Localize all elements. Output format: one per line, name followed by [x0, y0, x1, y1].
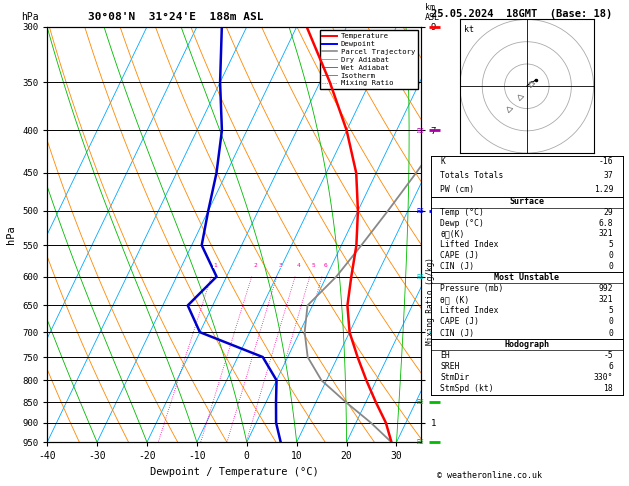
Text: 6: 6 [323, 263, 327, 268]
Text: ≋: ≋ [416, 125, 423, 136]
Text: 5: 5 [608, 240, 613, 249]
Text: 0: 0 [608, 251, 613, 260]
Text: 4: 4 [296, 263, 300, 268]
Text: 0: 0 [608, 317, 613, 327]
Text: 992: 992 [598, 284, 613, 293]
Y-axis label: hPa: hPa [6, 225, 16, 244]
Text: 5: 5 [311, 263, 315, 268]
Text: km
ASL: km ASL [425, 3, 440, 22]
Text: 25.05.2024  18GMT  (Base: 18): 25.05.2024 18GMT (Base: 18) [431, 9, 612, 19]
Text: hPa: hPa [21, 12, 38, 22]
Text: ≋: ≋ [416, 272, 423, 281]
Text: 0: 0 [608, 329, 613, 338]
Text: θᴄ (K): θᴄ (K) [440, 295, 470, 304]
Text: K: K [440, 157, 445, 166]
Text: © weatheronline.co.uk: © weatheronline.co.uk [437, 471, 542, 480]
Text: 37: 37 [603, 171, 613, 180]
Text: PW (cm): PW (cm) [440, 185, 475, 194]
Text: Totals Totals: Totals Totals [440, 171, 504, 180]
Text: 6.8: 6.8 [598, 219, 613, 228]
Text: 330°: 330° [594, 373, 613, 382]
Text: Lifted Index: Lifted Index [440, 240, 499, 249]
Text: CAPE (J): CAPE (J) [440, 317, 479, 327]
Text: 2: 2 [253, 263, 257, 268]
Text: Pressure (mb): Pressure (mb) [440, 284, 504, 293]
Text: Surface: Surface [509, 197, 544, 206]
Text: 5: 5 [608, 306, 613, 315]
Text: ≋: ≋ [416, 437, 423, 447]
Text: θᴄ(K): θᴄ(K) [440, 229, 465, 239]
Text: Hodograph: Hodograph [504, 340, 549, 349]
Text: 321: 321 [598, 229, 613, 239]
Text: Mixing Ratio (g/kg): Mixing Ratio (g/kg) [426, 258, 435, 345]
Text: CAPE (J): CAPE (J) [440, 251, 479, 260]
Text: -5: -5 [603, 351, 613, 360]
Text: 6: 6 [608, 362, 613, 371]
Text: Dewp (°C): Dewp (°C) [440, 219, 484, 228]
Legend: Temperature, Dewpoint, Parcel Trajectory, Dry Adiabat, Wet Adiabat, Isotherm, Mi: Temperature, Dewpoint, Parcel Trajectory… [320, 30, 418, 89]
Text: ≋: ≋ [416, 206, 423, 216]
Text: Lifted Index: Lifted Index [440, 306, 499, 315]
Text: SREH: SREH [440, 362, 460, 371]
Text: 1.29: 1.29 [594, 185, 613, 194]
Text: 3: 3 [278, 263, 282, 268]
Text: 29: 29 [603, 208, 613, 217]
Text: 0: 0 [608, 262, 613, 271]
Text: CIN (J): CIN (J) [440, 262, 475, 271]
Text: EH: EH [440, 351, 450, 360]
Text: kt: kt [464, 25, 474, 34]
Text: 30°08'N  31°24'E  188m ASL: 30°08'N 31°24'E 188m ASL [88, 12, 264, 22]
Text: StmDir: StmDir [440, 373, 470, 382]
Text: CIN (J): CIN (J) [440, 329, 475, 338]
Text: -16: -16 [598, 157, 613, 166]
Text: 18: 18 [603, 384, 613, 394]
X-axis label: Dewpoint / Temperature (°C): Dewpoint / Temperature (°C) [150, 467, 319, 477]
Text: 1: 1 [213, 263, 217, 268]
Text: StmSpd (kt): StmSpd (kt) [440, 384, 494, 394]
Text: Most Unstable: Most Unstable [494, 273, 559, 282]
Text: Temp (°C): Temp (°C) [440, 208, 484, 217]
Text: ≋: ≋ [416, 397, 423, 407]
Text: 321: 321 [598, 295, 613, 304]
